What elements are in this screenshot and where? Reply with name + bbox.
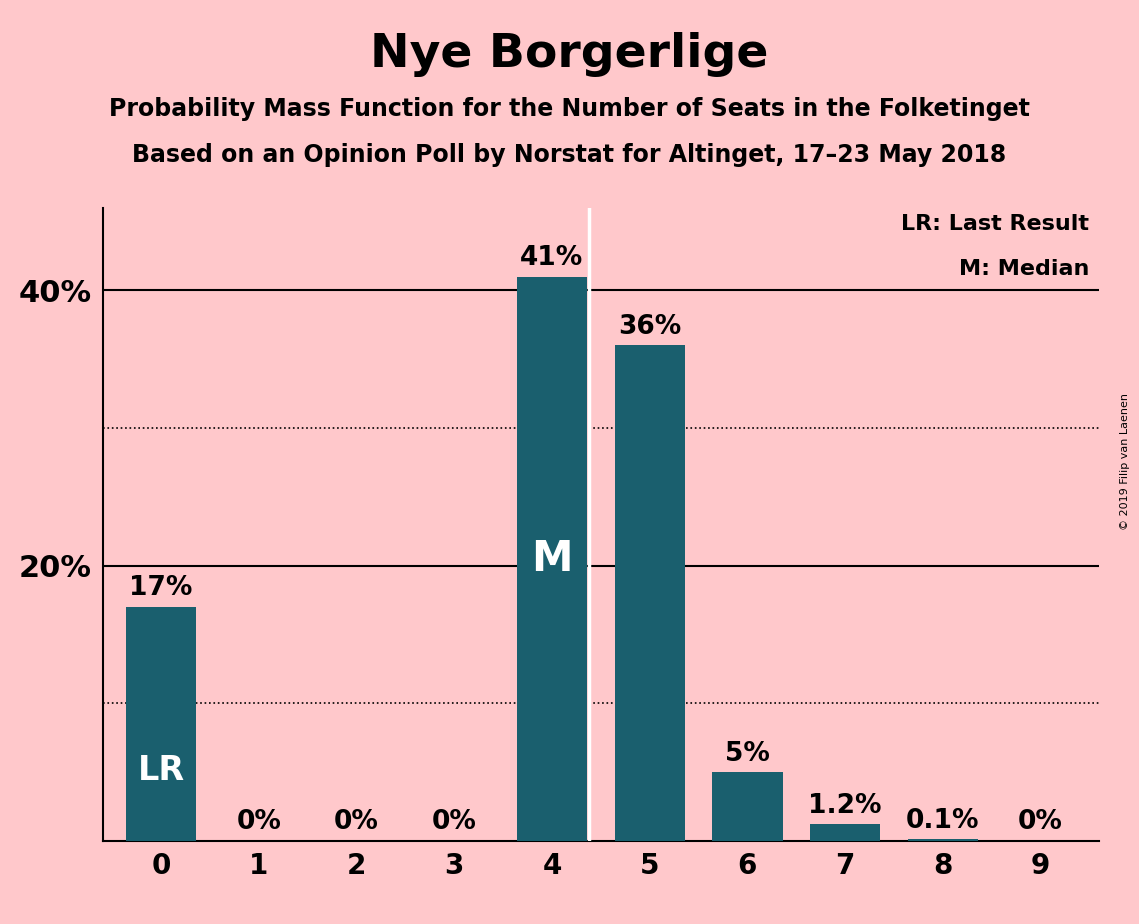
Text: M: M [531, 538, 573, 579]
Text: LR: LR [138, 754, 185, 787]
Bar [712, 772, 782, 841]
Bar [126, 607, 196, 841]
Text: M: Median: M: Median [959, 259, 1089, 278]
Text: 0%: 0% [432, 809, 477, 835]
Text: Probability Mass Function for the Number of Seats in the Folketinget: Probability Mass Function for the Number… [109, 97, 1030, 121]
Text: 36%: 36% [618, 314, 681, 340]
Text: 1.2%: 1.2% [809, 793, 882, 819]
Text: 41%: 41% [521, 245, 583, 272]
Bar [517, 276, 587, 841]
Text: © 2019 Filip van Laenen: © 2019 Filip van Laenen [1120, 394, 1130, 530]
Text: Based on an Opinion Poll by Norstat for Altinget, 17–23 May 2018: Based on an Opinion Poll by Norstat for … [132, 143, 1007, 167]
Text: 0%: 0% [1018, 809, 1063, 835]
Bar [908, 840, 978, 841]
Text: 0.1%: 0.1% [906, 808, 980, 834]
Bar [615, 346, 685, 841]
Text: 17%: 17% [130, 576, 192, 602]
Text: 0%: 0% [237, 809, 281, 835]
Bar [810, 824, 880, 841]
Text: 0%: 0% [334, 809, 379, 835]
Text: LR: Last Result: LR: Last Result [901, 214, 1089, 234]
Text: Nye Borgerlige: Nye Borgerlige [370, 32, 769, 78]
Text: 5%: 5% [724, 740, 770, 767]
